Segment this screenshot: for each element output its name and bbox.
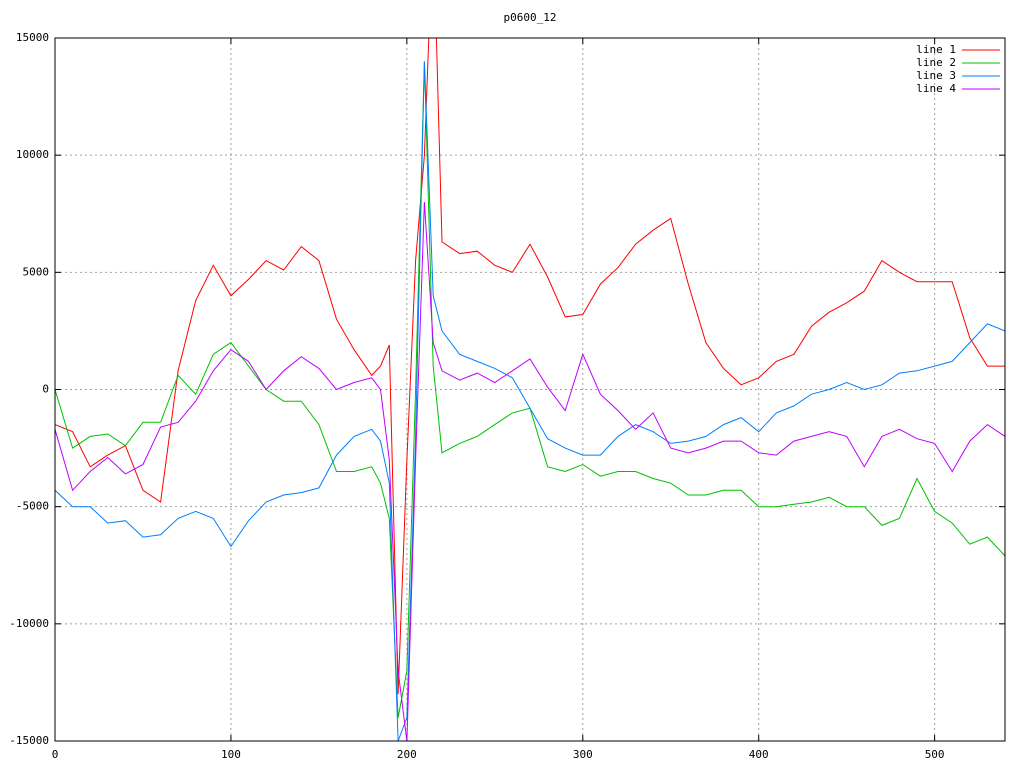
y-tick-label: -10000 bbox=[9, 617, 49, 630]
x-tick-label: 0 bbox=[52, 748, 59, 761]
data-line bbox=[55, 61, 1005, 718]
grid: -15000 -10000 -5000 0 5000 10000 15000 0 100 200 3… bbox=[9, 31, 1005, 761]
y-tick-label: 15000 bbox=[16, 31, 49, 44]
legend-label: line 1 bbox=[916, 43, 956, 56]
legend-label: line 4 bbox=[916, 82, 956, 95]
x-tick-label: 500 bbox=[925, 748, 945, 761]
x-tick-label: 200 bbox=[397, 748, 417, 761]
data-line bbox=[55, 61, 1005, 741]
y-tick-label: -5000 bbox=[16, 500, 49, 513]
y-tick-label: 5000 bbox=[23, 265, 50, 278]
y-tick-label: 0 bbox=[42, 383, 49, 396]
x-tick-label: 100 bbox=[221, 748, 241, 761]
y-tick-label: -15000 bbox=[9, 734, 49, 747]
data-line bbox=[55, 201, 1005, 741]
x-tick-label: 300 bbox=[573, 748, 593, 761]
chart-title: p0600_12 bbox=[504, 11, 557, 24]
x-tick-label: 400 bbox=[749, 748, 769, 761]
legend-label: line 3 bbox=[916, 69, 956, 82]
plot-area bbox=[55, 38, 1005, 741]
plot-border bbox=[54, 37, 1006, 742]
legend-label: line 2 bbox=[916, 56, 956, 69]
y-tick-label: 10000 bbox=[16, 148, 49, 161]
data-line bbox=[55, 38, 1005, 695]
